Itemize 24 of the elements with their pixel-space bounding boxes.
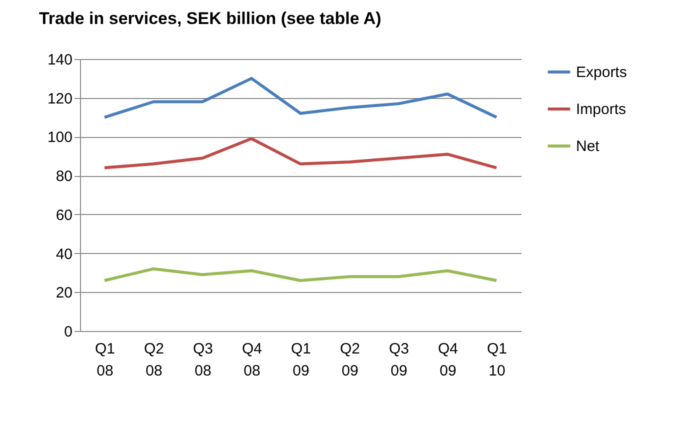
legend-label: Net: [576, 138, 600, 155]
x-tick-label: Q3 09: [388, 340, 410, 380]
x-tick-label: Q1 08: [94, 340, 116, 380]
x-tick-label: Q1 10: [486, 340, 508, 380]
y-tick-label: 60: [56, 206, 72, 224]
y-tick-label: 0: [64, 324, 72, 340]
y-tick-label: 20: [56, 284, 72, 302]
chart-title: Trade in services, SEK billion (see table A): [38, 9, 382, 28]
y-tick-label: 140: [47, 52, 72, 68]
legend-label: Exports: [576, 64, 627, 81]
y-tick-label: 80: [56, 168, 72, 186]
legend-label: Imports: [576, 101, 626, 118]
x-tick-label: Q2 08: [144, 340, 164, 380]
y-tick-label: 100: [47, 129, 72, 146]
line-series: [103, 137, 498, 170]
y-tick-label: 120: [47, 90, 72, 108]
y-tick-label: 40: [56, 246, 72, 263]
line-series: [103, 76, 498, 119]
x-tick-label: Q4 08: [242, 340, 262, 380]
x-tick-label: Q1 09: [290, 340, 312, 380]
x-tick-label: Q2 09: [340, 340, 360, 380]
x-tick-label: Q4 09: [438, 340, 458, 380]
x-tick-label: Q3 08: [192, 340, 214, 380]
line-series: [103, 267, 498, 282]
